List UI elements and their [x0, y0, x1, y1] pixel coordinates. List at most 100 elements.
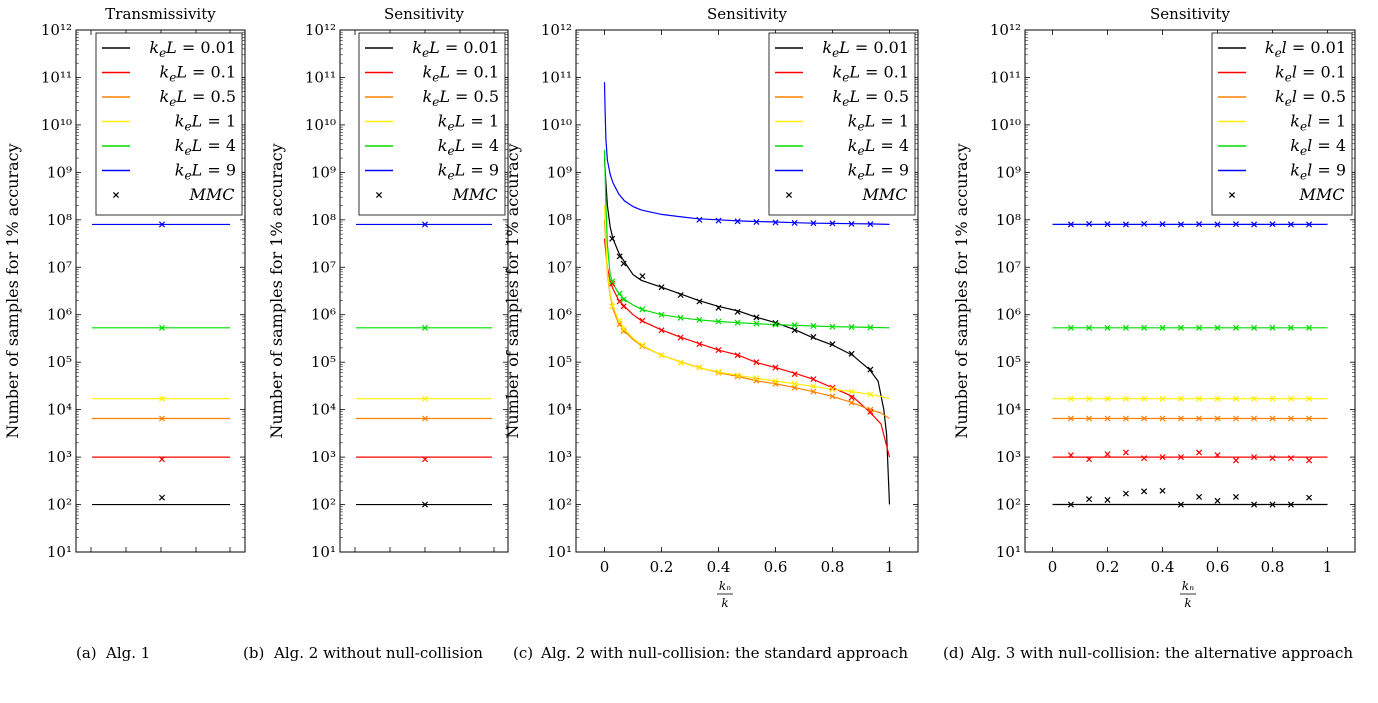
mmc-marker — [734, 308, 741, 315]
x-tick-label: 0 — [600, 558, 610, 576]
caption-c-text: Alg. 2 with null-collision: the standard… — [541, 644, 909, 662]
chart-c: Sensitivity10¹10²10³10⁴10⁵10⁶10⁷10⁸10⁹10… — [503, 5, 919, 610]
mmc-marker — [609, 235, 616, 242]
mmc-marker — [1122, 415, 1129, 422]
mmc-marker — [848, 388, 855, 395]
mmc-marker — [1086, 415, 1093, 422]
mmc-marker — [810, 322, 817, 329]
y-tick-label: 10⁹ — [47, 163, 72, 181]
mmc-marker — [616, 290, 623, 297]
mmc-marker — [1196, 221, 1203, 228]
mmc-marker — [848, 399, 855, 406]
mmc-marker — [1141, 324, 1148, 331]
mmc-marker — [421, 395, 429, 402]
mmc-marker — [1232, 395, 1239, 402]
legend-mmc-marker — [1228, 191, 1236, 199]
legend-label: kel = 1 — [1290, 112, 1346, 134]
y-tick-label: 10⁴ — [547, 401, 572, 419]
y-tick-label: 10¹² — [990, 21, 1021, 39]
mmc-marker — [1086, 496, 1093, 503]
mmc-marker — [1177, 221, 1184, 228]
y-tick-label: 10¹² — [305, 21, 336, 39]
mmc-marker — [1214, 452, 1221, 459]
mmc-marker — [715, 347, 722, 354]
mmc-marker — [1269, 395, 1276, 402]
mmc-marker — [1306, 494, 1313, 501]
mmc-marker — [1251, 415, 1258, 422]
mmc-marker — [1104, 496, 1111, 503]
legend-label: keL = 9 — [848, 161, 909, 183]
x-tick-label: 0.6 — [764, 558, 788, 576]
mmc-marker — [158, 494, 166, 501]
mmc-marker — [1269, 415, 1276, 422]
mmc-marker — [1269, 455, 1276, 462]
legend-label: kel = 0.1 — [1275, 63, 1346, 85]
legend-label: kel = 0.5 — [1275, 87, 1346, 109]
mmc-marker — [1141, 455, 1148, 462]
y-tick-label: 10¹² — [541, 21, 572, 39]
legend-label: keL = 0.5 — [160, 87, 236, 109]
mmc-marker — [1214, 497, 1221, 504]
mmc-marker — [810, 376, 817, 383]
legend-label: keL = 0.1 — [423, 63, 499, 85]
mmc-marker — [734, 373, 741, 380]
legend-label: kel = 9 — [1290, 161, 1346, 183]
series-line-c-2 — [603, 219, 890, 420]
mmc-marker — [753, 320, 760, 327]
caption-c-label: (c) — [513, 644, 534, 662]
y-tick-label: 10⁸ — [996, 211, 1021, 229]
mmc-marker — [1214, 415, 1221, 422]
x-tick-label: 1 — [1323, 558, 1333, 576]
mmc-marker — [791, 380, 798, 387]
mmc-marker — [791, 219, 798, 226]
legend-label: keL = 4 — [438, 136, 499, 158]
y-tick-label: 10⁶ — [547, 306, 572, 324]
mmc-marker — [867, 366, 874, 373]
mmc-marker — [616, 317, 623, 324]
mmc-marker — [421, 456, 429, 463]
chart-c-frame — [575, 29, 919, 553]
y-tick-label: 10⁴ — [996, 401, 1021, 419]
mmc-marker — [620, 303, 627, 310]
mmc-marker — [609, 278, 616, 285]
mmc-marker — [753, 218, 760, 226]
mmc-marker — [620, 328, 627, 335]
mmc-marker — [1177, 454, 1184, 461]
y-tick-label: 10³ — [996, 448, 1021, 466]
legend-mmc-marker — [112, 191, 120, 199]
chart-c-title: Sensitivity — [707, 5, 787, 23]
mmc-marker — [639, 317, 646, 324]
mmc-marker — [753, 314, 760, 321]
legend-label: keL = 1 — [438, 112, 499, 134]
x-tick-label: 1 — [885, 558, 895, 576]
mmc-marker — [1067, 324, 1074, 331]
mmc-marker — [848, 394, 855, 401]
mmc-marker — [1141, 220, 1148, 227]
series-line-c-4 — [603, 149, 890, 329]
legend-label: kel = 4 — [1290, 136, 1346, 158]
mmc-marker — [1214, 395, 1221, 402]
mmc-marker — [1306, 221, 1313, 228]
caption-b: (b) Alg. 2 without null-collision — [243, 636, 513, 670]
mmc-marker — [772, 219, 779, 226]
mmc-marker — [639, 341, 646, 349]
mmc-marker — [1287, 395, 1294, 402]
mmc-marker — [1232, 415, 1239, 422]
chart-d-ylabel: Number of samples for 1% accuracy — [952, 143, 971, 438]
mmc-marker — [734, 218, 741, 225]
mmc-marker — [867, 221, 874, 228]
y-tick-label: 10¹⁰ — [305, 116, 336, 134]
mmc-marker — [639, 273, 646, 280]
x-tick-label: 0.8 — [821, 558, 845, 576]
y-tick-label: 10⁷ — [311, 258, 336, 276]
y-tick-label: 10⁷ — [547, 258, 572, 276]
mmc-marker — [1269, 324, 1276, 331]
chart-a-ylabel: Number of samples for 1% accuracy — [3, 143, 22, 438]
y-tick-label: 10⁵ — [47, 353, 72, 371]
caption-d-text: Alg. 3 with null-collision: the alternat… — [971, 644, 1354, 662]
y-tick-label: 10³ — [311, 448, 336, 466]
legend-label: keL = 0.01 — [149, 38, 236, 60]
mmc-marker — [791, 322, 798, 329]
y-tick-label: 10² — [547, 496, 572, 514]
